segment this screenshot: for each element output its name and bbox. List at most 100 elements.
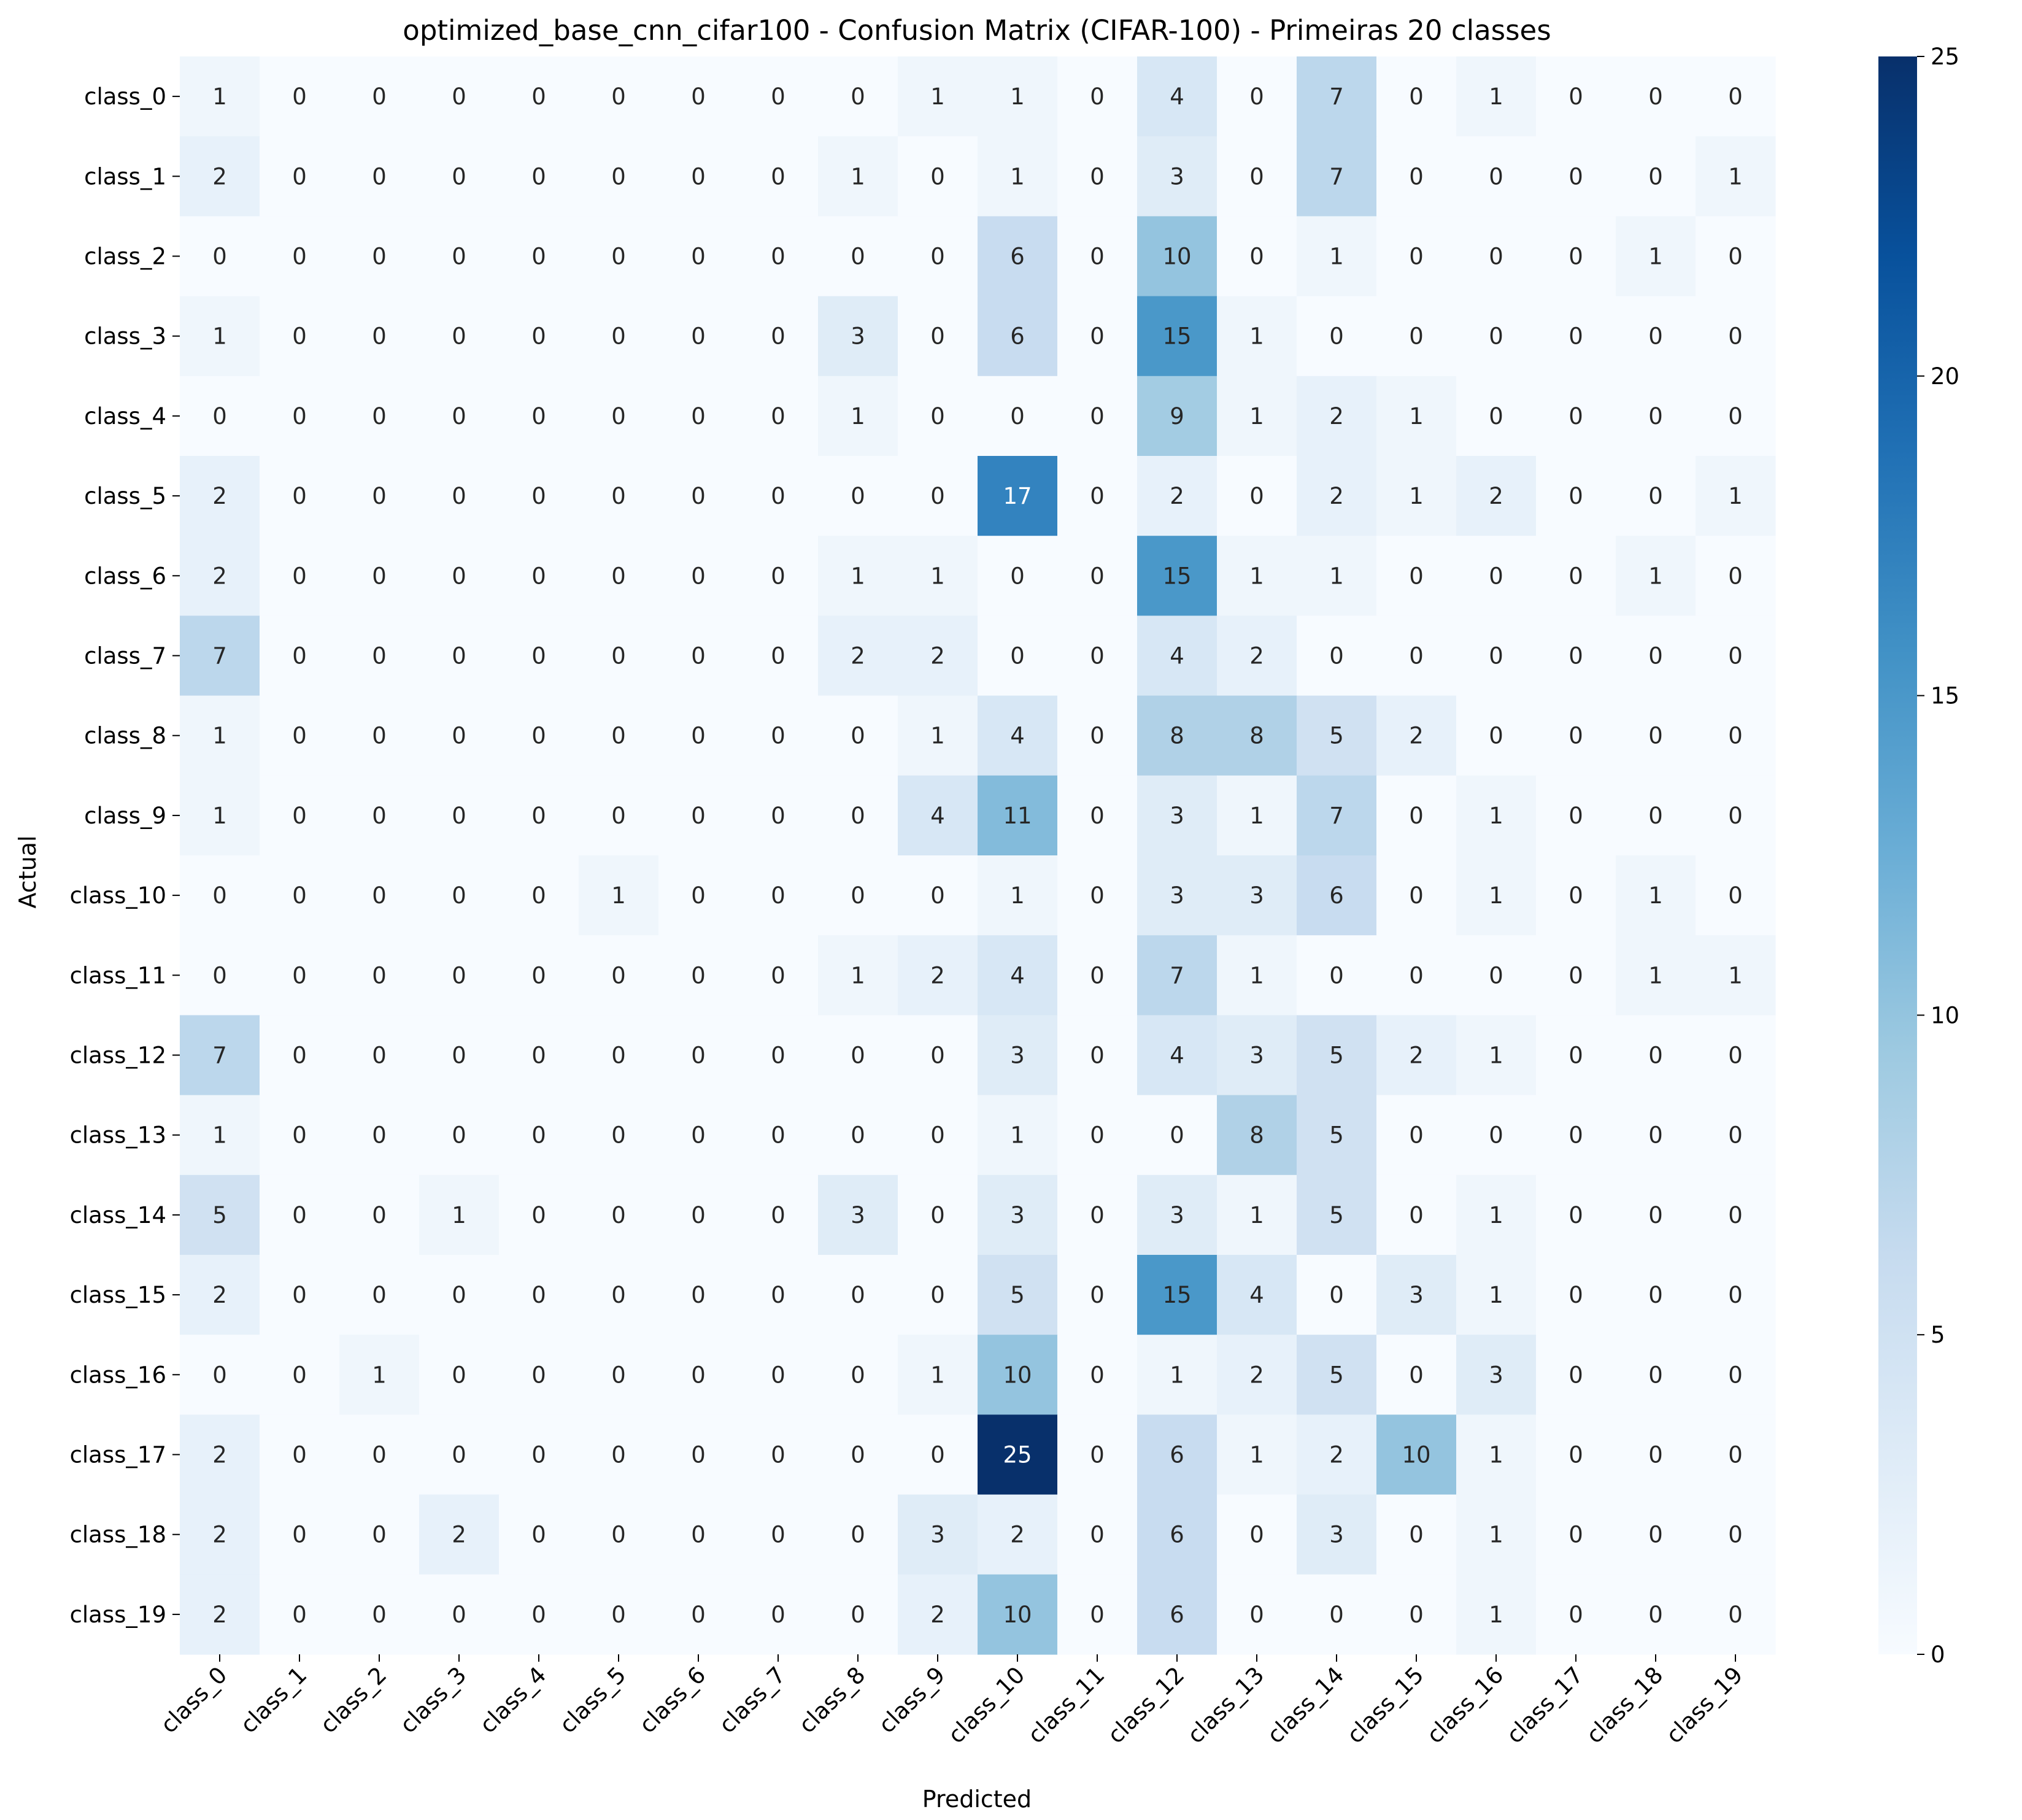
- cell-value-label: 6: [1329, 882, 1344, 909]
- cell-value-label: 0: [1409, 244, 1424, 270]
- heatmap-cell: [260, 1255, 340, 1335]
- heatmap-cell: [1376, 456, 1457, 536]
- colorbar-tick-label: 15: [1931, 683, 1959, 709]
- heatmap-cell: [1217, 376, 1297, 457]
- heatmap-cell: [1616, 775, 1696, 856]
- x-tick-label: class_13: [1183, 1662, 1270, 1749]
- heatmap-cell: [978, 695, 1058, 776]
- heatmap-cell: [499, 1494, 579, 1575]
- cell-value-label: 0: [372, 723, 387, 749]
- cell-value-label: 0: [930, 1202, 945, 1228]
- heatmap-cell: [1536, 1414, 1616, 1495]
- heatmap-cell: [1696, 1095, 1776, 1176]
- cell-value-label: 0: [1728, 244, 1743, 270]
- cell-value-label: 0: [212, 882, 227, 909]
- cell-value-label: 0: [372, 1282, 387, 1308]
- heatmap-cell: [579, 536, 659, 616]
- cell-value-label: 0: [212, 1362, 227, 1388]
- cell-value-label: 0: [1090, 163, 1105, 190]
- cell-value-label: 6: [1010, 323, 1025, 350]
- x-tick-label: class_7: [714, 1662, 790, 1738]
- heatmap-cell: [1217, 136, 1297, 217]
- heatmap-cell: [579, 1414, 659, 1495]
- heatmap-cell: [658, 1335, 739, 1415]
- cell-value-label: 1: [212, 803, 227, 829]
- cell-value-label: 0: [1569, 643, 1583, 669]
- x-tick-label: class_19: [1661, 1662, 1748, 1749]
- x-tick-label: class_8: [793, 1662, 870, 1738]
- heatmap-cell: [1536, 695, 1616, 776]
- heatmap-cell: [738, 1174, 819, 1255]
- heatmap-cell: [260, 56, 340, 137]
- heatmap-cell: [658, 376, 739, 457]
- heatmap-cell: [1217, 1174, 1297, 1255]
- cell-value-label: 0: [292, 882, 307, 909]
- cell-value-label: 0: [531, 244, 546, 270]
- cell-value-label: 0: [691, 244, 706, 270]
- cell-value-label: 0: [691, 163, 706, 190]
- heatmap-cell: [1536, 615, 1616, 696]
- heatmap-cell: [1616, 615, 1696, 696]
- cell-value-label: 0: [1409, 1122, 1424, 1149]
- heatmap-cell: [260, 1574, 340, 1655]
- heatmap-cell: [260, 695, 340, 776]
- heatmap-cell: [579, 615, 659, 696]
- heatmap-cell: [1057, 1335, 1138, 1415]
- y-tick-label: class_15: [70, 1282, 166, 1308]
- cell-value-label: 0: [292, 1043, 307, 1069]
- heatmap-cell: [978, 1255, 1058, 1335]
- cell-value-label: 1: [1010, 1122, 1025, 1149]
- heatmap-cell: [1616, 1494, 1696, 1575]
- heatmap-cell: [738, 1494, 819, 1575]
- cell-value-label: 0: [771, 1202, 785, 1228]
- cell-value-label: 0: [930, 483, 945, 509]
- heatmap-cell: [1376, 695, 1457, 776]
- heatmap-cell: [180, 935, 260, 1016]
- cell-value-label: 0: [452, 803, 466, 829]
- cell-value-label: 0: [771, 323, 785, 350]
- cell-value-label: 1: [930, 563, 945, 589]
- cell-value-label: 0: [531, 1442, 546, 1468]
- cell-value-label: 0: [1090, 1202, 1105, 1228]
- cell-value-label: 6: [1170, 1522, 1184, 1548]
- cell-value-label: 2: [452, 1522, 466, 1548]
- heatmap-cell: [180, 1335, 260, 1415]
- cell-value-label: 0: [531, 163, 546, 190]
- heatmap-cell: [898, 136, 978, 217]
- cell-value-label: 0: [611, 1602, 626, 1628]
- heatmap-cell: [658, 296, 739, 377]
- heatmap-cell: [339, 1414, 420, 1495]
- heatmap-cell: [180, 376, 260, 457]
- heatmap-cell: [1217, 1414, 1297, 1495]
- cell-value-label: 0: [611, 1202, 626, 1228]
- cell-value-label: 0: [1090, 244, 1105, 270]
- y-tick-label: class_1: [84, 163, 166, 190]
- cell-value-label: 0: [691, 1122, 706, 1149]
- cell-value-label: 0: [1569, 1522, 1583, 1548]
- cell-value-label: 5: [212, 1202, 227, 1228]
- heatmap-cell: [658, 1414, 739, 1495]
- cell-value-label: 1: [212, 1122, 227, 1149]
- cell-value-label: 0: [1569, 1202, 1583, 1228]
- cell-value-label: 0: [292, 1122, 307, 1149]
- y-tick-label: class_14: [70, 1202, 166, 1228]
- cell-value-label: 0: [1010, 563, 1025, 589]
- y-axis-ticks: class_0 class_1 class_2 class_3 class_4class…: [70, 83, 180, 1628]
- heatmap-cell: [339, 456, 420, 536]
- cell-value-label: 0: [691, 1202, 706, 1228]
- cell-value-label: 0: [611, 563, 626, 589]
- heatmap-cell: [260, 456, 340, 536]
- cell-value-label: 1: [930, 723, 945, 749]
- x-tick-label: class_16: [1422, 1662, 1509, 1749]
- heatmap-cell: [419, 536, 500, 616]
- heatmap-cell: [1376, 1095, 1457, 1176]
- cell-value-label: 0: [771, 563, 785, 589]
- heatmap-cell: [1616, 1335, 1696, 1415]
- cell-value-label: 0: [212, 403, 227, 430]
- cell-value-label: 1: [1249, 323, 1264, 350]
- cell-value-label: 0: [372, 323, 387, 350]
- heatmap-cell: [1696, 1255, 1776, 1335]
- cell-value-label: 25: [1003, 1442, 1032, 1468]
- cell-value-label: 0: [1648, 643, 1663, 669]
- cell-value-label: 1: [1249, 1202, 1264, 1228]
